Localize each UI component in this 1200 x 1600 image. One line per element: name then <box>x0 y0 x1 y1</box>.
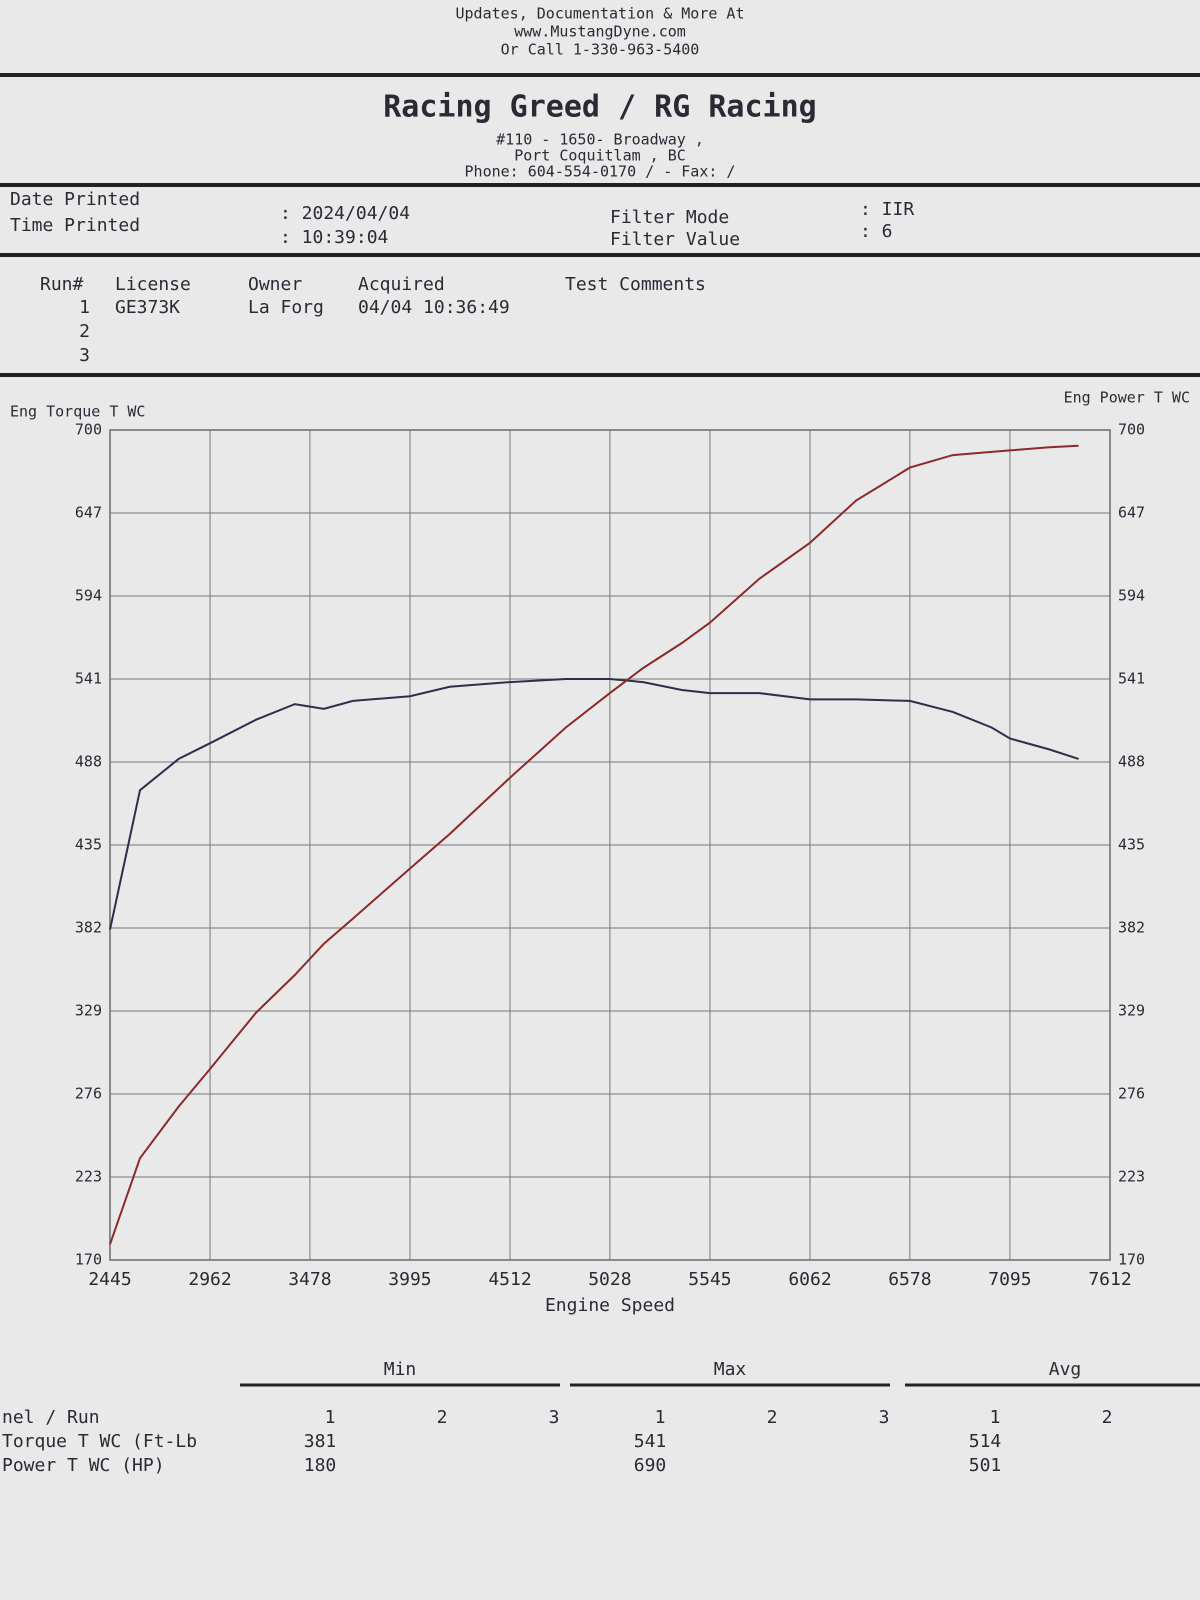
series-line <box>109 444 1079 1245</box>
header-line: www.MustangDyne.com <box>514 23 686 41</box>
x-tick-label: 6062 <box>788 1269 831 1290</box>
y2-tick-label: 170 <box>1118 1251 1145 1269</box>
stats-value: 501 <box>969 1455 1002 1476</box>
x-tick-label: 7095 <box>988 1269 1031 1290</box>
x-tick-label: 3478 <box>288 1269 331 1290</box>
x-tick-label: 2445 <box>88 1269 131 1290</box>
x-axis-label: Engine Speed <box>545 1295 675 1316</box>
y2-tick-label: 700 <box>1118 421 1145 439</box>
stats-group: Max <box>714 1359 747 1380</box>
y2-tick-label: 647 <box>1118 504 1145 522</box>
y2-tick-label: 541 <box>1118 670 1145 688</box>
y2-axis-label: Eng Power T WC <box>1064 389 1190 407</box>
x-tick-label: 6578 <box>888 1269 931 1290</box>
info-value: : 2024/04/04 <box>280 203 410 224</box>
stats-value: 690 <box>634 1455 667 1476</box>
stats-table: Min 1 2 3 Max 1 2 3 Avg 1 2 nel / Run Torque T WC (F… <box>2 1359 1200 1476</box>
stats-run: 2 <box>767 1407 778 1428</box>
stats-run: 3 <box>549 1407 560 1428</box>
y-tick-label: 541 <box>75 670 102 688</box>
run-column: Owner <box>248 274 302 295</box>
y2-tick-label: 329 <box>1118 1002 1145 1020</box>
header-line: Updates, Documentation & More At <box>456 5 745 23</box>
y-tick-label: 329 <box>75 1002 102 1020</box>
stats-run: 1 <box>655 1407 666 1428</box>
stats-run: 1 <box>990 1407 1001 1428</box>
address-line: Phone: 604-554-0170 / - Fax: / <box>465 163 736 181</box>
x-tick-label: 5545 <box>688 1269 731 1290</box>
stats-value: 541 <box>634 1431 667 1452</box>
y-axis-label: Eng Torque T WC <box>10 403 145 421</box>
run-column: Run# <box>40 274 84 295</box>
y2-tick-label: 488 <box>1118 753 1145 771</box>
y2-tick-label: 223 <box>1118 1168 1145 1186</box>
stats-header: nel / Run <box>2 1407 100 1428</box>
stats-value: 381 <box>304 1431 337 1452</box>
run-column: License <box>115 274 191 295</box>
x-tick-label: 4512 <box>488 1269 531 1290</box>
shop-name: Racing Greed / RG Racing <box>383 90 816 125</box>
address-line: #110 - 1650- Broadway , <box>496 131 704 149</box>
filter-label: Filter Mode <box>610 207 729 228</box>
x-tick-label: 2962 <box>188 1269 231 1290</box>
run-column: Acquired <box>358 274 445 295</box>
info-value: : 10:39:04 <box>280 227 388 248</box>
y-tick-label: 700 <box>75 421 102 439</box>
header-line: Or Call 1-330-963-5400 <box>501 41 700 59</box>
x-tick-label: 7612 <box>1088 1269 1131 1290</box>
document-texts: Updates, Documentation & More Atwww.Must… <box>10 5 914 367</box>
stats-group: Avg <box>1049 1359 1082 1380</box>
y2-tick-label: 435 <box>1118 836 1145 854</box>
info-label: Date Printed <box>10 189 140 210</box>
y2-tick-label: 594 <box>1118 587 1145 605</box>
y-tick-label: 170 <box>75 1251 102 1269</box>
y2-tick-label: 382 <box>1118 919 1145 937</box>
stats-row-label: Power T WC (HP) <box>2 1455 165 1476</box>
run-cell: La Forg <box>248 297 324 318</box>
y-tick-label: 382 <box>75 919 102 937</box>
stats-group: Min <box>384 1359 417 1380</box>
chart: 170 223 276 329 382 435 488 541 594 647 700 170 223 2… <box>10 389 1190 1317</box>
stats-run: 2 <box>1102 1407 1113 1428</box>
run-column: Test Comments <box>565 274 706 295</box>
y-tick-label: 647 <box>75 504 102 522</box>
stats-run: 1 <box>325 1407 336 1428</box>
stats-run: 2 <box>437 1407 448 1428</box>
x-tick-label: 3995 <box>388 1269 431 1290</box>
y-tick-label: 435 <box>75 836 102 854</box>
stats-value: 514 <box>969 1431 1002 1452</box>
stats-value: 180 <box>304 1455 337 1476</box>
x-tick-label: 5028 <box>588 1269 631 1290</box>
run-cell: 1 <box>79 297 90 318</box>
run-cell: 04/04 10:36:49 <box>358 297 510 318</box>
stats-run: 3 <box>879 1407 890 1428</box>
run-cell: GE373K <box>115 297 180 318</box>
y-tick-label: 594 <box>75 587 102 605</box>
run-cell: 3 <box>79 345 90 366</box>
info-label: Time Printed <box>10 215 140 236</box>
filter-value: : IIR <box>860 199 914 220</box>
stats-row-label: Torque T WC (Ft-Lb <box>2 1431 197 1452</box>
series-line <box>109 678 1079 930</box>
y-tick-label: 488 <box>75 753 102 771</box>
address-line: Port Coquitlam , BC <box>514 147 686 165</box>
rules <box>0 73 1200 377</box>
filter-value: : 6 <box>860 221 893 242</box>
filter-label: Filter Value <box>610 229 740 250</box>
y-tick-label: 223 <box>75 1168 102 1186</box>
y-tick-label: 276 <box>75 1085 102 1103</box>
y2-tick-label: 276 <box>1118 1085 1145 1103</box>
run-cell: 2 <box>79 321 90 342</box>
